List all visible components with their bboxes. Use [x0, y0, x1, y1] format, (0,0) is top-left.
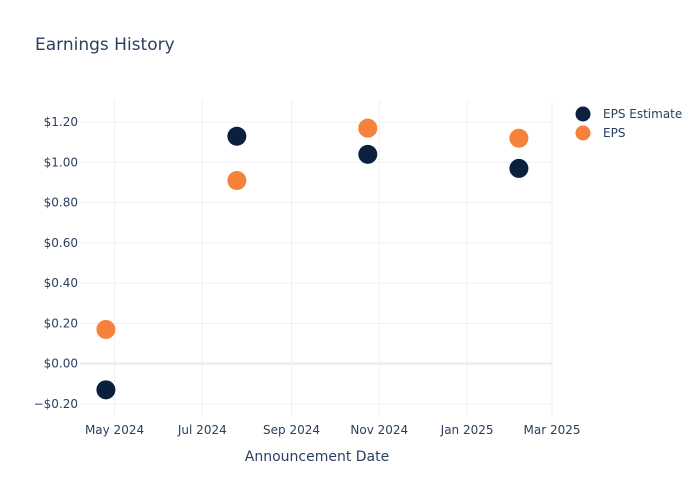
data-point	[96, 380, 116, 400]
y-tick-label: −$0.20	[34, 397, 78, 411]
legend-marker	[575, 125, 591, 141]
data-point	[227, 126, 247, 146]
x-tick-label: Sep 2024	[263, 423, 320, 437]
x-axis-title: Announcement Date	[245, 449, 389, 465]
x-tick-label: May 2024	[85, 423, 144, 437]
y-tick-label: $0.00	[44, 357, 78, 371]
x-tick-label: Nov 2024	[350, 423, 408, 437]
y-tick-label: $1.00	[44, 155, 78, 169]
legend-label: EPS Estimate	[603, 107, 682, 121]
y-tick-label: $0.60	[44, 236, 78, 250]
x-tick-label: Jul 2024	[177, 423, 227, 437]
y-tick-label: $0.40	[44, 276, 78, 290]
data-point	[358, 118, 378, 138]
data-point	[509, 128, 529, 148]
data-point	[227, 171, 247, 191]
y-axis-ticks: −$0.20 $0.00 $0.20 $0.40 $0.60 $0.80 $1.00 $1.2…	[34, 115, 78, 411]
data-point	[96, 319, 116, 339]
data-point	[358, 144, 378, 164]
data-point	[509, 158, 529, 178]
x-axis-ticks: May 2024 Jul 2024 Sep 2024 Nov 2024 Jan 2025…	[85, 423, 581, 437]
y-tick-label: $1.20	[44, 115, 78, 129]
data-points	[96, 118, 529, 400]
y-tick-label: $0.80	[44, 196, 78, 210]
legend-marker	[575, 106, 591, 122]
x-tick-label: Jan 2025	[440, 423, 494, 437]
legend[interactable]: EPS Estimate EPS	[575, 106, 683, 141]
x-tick-label: Mar 2025	[524, 423, 581, 437]
legend-label: EPS	[603, 126, 625, 140]
y-tick-label: $0.20	[44, 316, 78, 330]
grid-lines	[80, 100, 553, 418]
chart-title: Earnings History	[35, 35, 175, 55]
